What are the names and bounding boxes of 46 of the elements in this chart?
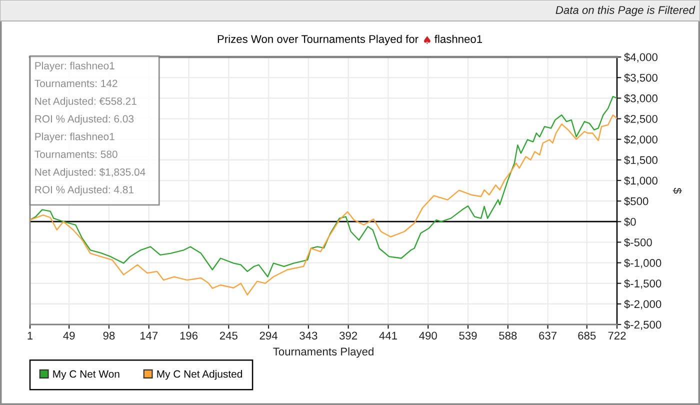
y-tick-label: $3,500 <box>624 73 658 84</box>
x-tick-label: 539 <box>459 332 477 340</box>
y-tick-label: $1,500 <box>624 156 658 166</box>
x-tick-label: 722 <box>608 332 626 340</box>
x-tick-label: 294 <box>260 332 278 340</box>
annotation: Player: flashneo1 <box>35 132 114 142</box>
x-tick-label: 490 <box>419 332 437 340</box>
annotation: Net Adjusted: $1,835.04 <box>35 168 146 178</box>
chart-title: Prizes Won over Tournaments Played for flashneo1 <box>218 34 482 46</box>
y-tick-label: $500 <box>624 196 648 206</box>
legend-label: My C Net Adjusted <box>157 370 242 380</box>
y-tick-label: $0 <box>624 217 636 226</box>
x-tick-label: 196 <box>180 332 198 340</box>
x-axis-title: Tournaments Played <box>273 347 374 358</box>
line-series <box>30 96 617 278</box>
y-tick-label: $1,000 <box>624 176 658 186</box>
annotation: ROI % Adjusted: 6.03 <box>35 114 134 125</box>
x-tick-label: 49 <box>63 332 75 340</box>
y-tick-label: $-2,500 <box>624 320 662 330</box>
y-tick-label: $2,000 <box>624 135 658 145</box>
x-tick-label: 392 <box>339 332 358 340</box>
annotation: Net Adjusted: €558.21 <box>35 97 136 107</box>
y-axis-title: $ <box>672 188 682 194</box>
x-tick-label: 588 <box>499 332 517 340</box>
annotation: Tournaments: 142 <box>34 80 118 88</box>
y-tick-label: $3,000 <box>624 94 658 104</box>
annotation: ROI % Adjusted: 4.81 <box>35 186 134 196</box>
x-tick-label: 98 <box>103 332 115 340</box>
x-tick-label: 1 <box>28 332 33 340</box>
annotation: Tournaments: 580 <box>34 150 118 158</box>
y-tick-label: $-1,000 <box>624 258 662 268</box>
y-tick-label: $-500 <box>624 238 652 247</box>
text: Data on this Page is Filtered <box>556 6 696 16</box>
x-tick-label: 441 <box>379 332 397 340</box>
y-tick-label: $-2,000 <box>624 300 662 310</box>
line-series <box>30 114 617 296</box>
x-tick-label: 245 <box>220 332 238 340</box>
x-tick-label: 685 <box>578 332 596 340</box>
y-tick-label: $-1,500 <box>624 279 662 289</box>
y-tick-label: $4,000 <box>624 52 658 62</box>
x-tick-label: 147 <box>140 332 158 340</box>
x-tick-label: 637 <box>539 332 557 340</box>
annotation: Player: flashneo1 <box>35 62 114 72</box>
legend-label: My C Net Won <box>53 370 120 380</box>
y-tick-label: $2,500 <box>624 114 658 124</box>
x-tick-label: 343 <box>300 332 318 340</box>
